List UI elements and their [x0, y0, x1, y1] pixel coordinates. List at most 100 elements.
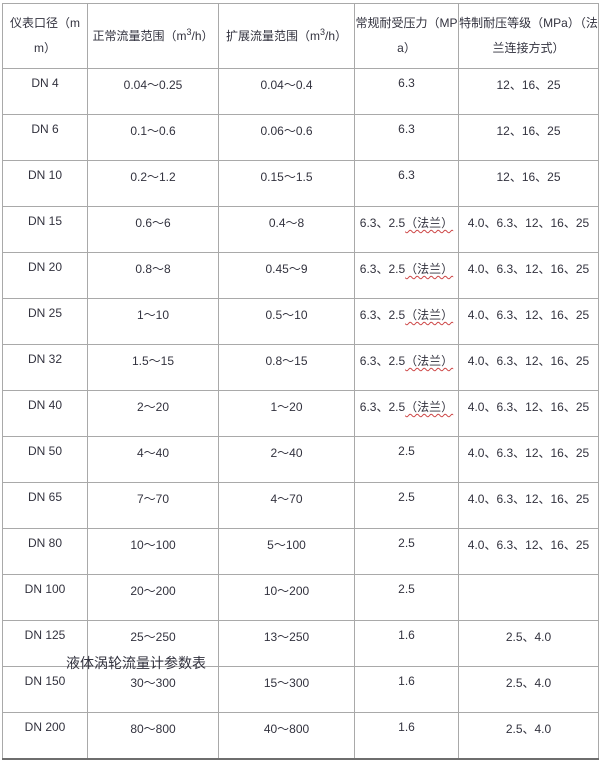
pressure-value: 1.6: [398, 720, 415, 734]
table-row: DN 25 1～10 0.5～10 6.3、2.5（法兰） 4.0、6.3、12…: [2, 298, 599, 345]
pressure-value: 1.6: [398, 674, 415, 688]
cell-normal-flow: 1.5～15: [87, 344, 219, 391]
cell-diameter: DN 20: [2, 252, 88, 299]
cell-special-pressure: 4.0、6.3、12、16、25: [458, 252, 599, 299]
cell-normal-flow: 0.6～6: [87, 206, 219, 253]
table-row: DN 40 2～20 1～20 6.3、2.5（法兰） 4.0、6.3、12、1…: [2, 390, 599, 437]
table-row: DN 200 80～800 40～800 1.6 2.5、4.0: [2, 712, 599, 760]
cell-extended-flow: 0.04～0.4: [218, 68, 355, 115]
pressure-value: 6.3: [398, 76, 415, 90]
table-row: DN 80 10～100 5～100 2.5 4.0、6.3、12、16、25: [2, 528, 599, 575]
header-row: 仪表口径（mm） 正常流量范围（m3/h） 扩展流量范围（m3/h） 常规耐受压…: [2, 3, 599, 69]
cell-diameter: DN 40: [2, 390, 88, 437]
cell-special-pressure: [458, 574, 599, 621]
cell-extended-flow: 0.5～10: [218, 298, 355, 345]
cell-diameter: DN 10: [2, 160, 88, 207]
cell-extended-flow: 2～40: [218, 436, 355, 483]
table-header: 仪表口径（mm） 正常流量范围（m3/h） 扩展流量范围（m3/h） 常规耐受压…: [2, 3, 599, 69]
cell-normal-flow: 4～40: [87, 436, 219, 483]
spec-table: 仪表口径（mm） 正常流量范围（m3/h） 扩展流量范围（m3/h） 常规耐受压…: [2, 3, 599, 760]
cell-special-pressure: 4.0、6.3、12、16、25: [458, 436, 599, 483]
pressure-value: 2.5: [398, 444, 415, 458]
column-header-diameter: 仪表口径（mm）: [2, 3, 88, 69]
column-header-pressure: 常规耐受压力（MPa）: [354, 3, 459, 69]
cell-pressure: 6.3、2.5（法兰）: [354, 344, 459, 391]
pressure-value: 6.3、2.5: [359, 400, 406, 414]
cell-diameter: DN 200: [2, 712, 88, 760]
column-header-special-pressure: 特制耐压等级（MPa）（法兰连接方式）: [458, 3, 599, 69]
cell-normal-flow: 30～300: [87, 666, 219, 713]
cell-extended-flow: 0.15～1.5: [218, 160, 355, 207]
pressure-flange-note: （法兰）: [405, 216, 454, 230]
cell-extended-flow: 5～100: [218, 528, 355, 575]
cell-special-pressure: 4.0、6.3、12、16、25: [458, 528, 599, 575]
cell-pressure: 2.5: [354, 528, 459, 575]
cell-diameter: DN 4: [2, 68, 88, 115]
table-row: DN 20 0.8～8 0.45～9 6.3、2.5（法兰） 4.0、6.3、1…: [2, 252, 599, 299]
cell-pressure: 1.6: [354, 620, 459, 667]
table-row: DN 6 0.1～0.6 0.06～0.6 6.3 12、16、25: [2, 114, 599, 161]
cell-special-pressure: 2.5、4.0: [458, 712, 599, 760]
cell-normal-flow: 0.8～8: [87, 252, 219, 299]
cell-pressure: 6.3、2.5（法兰）: [354, 206, 459, 253]
pressure-value: 6.3、2.5: [359, 262, 406, 276]
pressure-value: 1.6: [398, 628, 415, 642]
cell-diameter: DN 125: [2, 620, 88, 667]
table-row: DN 15 0.6～6 0.4～8 6.3、2.5（法兰） 4.0、6.3、12…: [2, 206, 599, 253]
cell-special-pressure: 2.5、4.0: [458, 620, 599, 667]
cell-pressure: 6.3: [354, 160, 459, 207]
header-text: 正常流量范围（m: [92, 28, 187, 43]
cell-pressure: 6.3、2.5（法兰）: [354, 252, 459, 299]
cell-special-pressure: 4.0、6.3、12、16、25: [458, 482, 599, 529]
table-row: DN 150 30～300 15～300 1.6 2.5、4.0: [2, 666, 599, 713]
pressure-value: 2.5: [398, 536, 415, 550]
cell-normal-flow: 80～800: [87, 712, 219, 760]
cell-diameter: DN 25: [2, 298, 88, 345]
cell-diameter: DN 80: [2, 528, 88, 575]
cell-diameter: DN 65: [2, 482, 88, 529]
cell-diameter: DN 100: [2, 574, 88, 621]
pressure-value: 6.3: [398, 122, 415, 136]
header-text: /h）: [191, 28, 214, 43]
cell-pressure: 2.5: [354, 482, 459, 529]
table-row: DN 32 1.5～15 0.8～15 6.3、2.5（法兰） 4.0、6.3、…: [2, 344, 599, 391]
cell-extended-flow: 0.06～0.6: [218, 114, 355, 161]
cell-pressure: 6.3: [354, 68, 459, 115]
cell-normal-flow: 1～10: [87, 298, 219, 345]
cell-extended-flow: 15～300: [218, 666, 355, 713]
pressure-value: 2.5: [398, 490, 415, 504]
cell-diameter: DN 32: [2, 344, 88, 391]
pressure-value: 6.3、2.5: [359, 216, 406, 230]
cell-extended-flow: 0.4～8: [218, 206, 355, 253]
cell-normal-flow: 0.1～0.6: [87, 114, 219, 161]
column-header-normal-flow: 正常流量范围（m3/h）: [87, 3, 219, 69]
cell-normal-flow: 7～70: [87, 482, 219, 529]
cell-extended-flow: 40～800: [218, 712, 355, 760]
cell-pressure: 6.3: [354, 114, 459, 161]
column-header-extended-flow: 扩展流量范围（m3/h）: [218, 3, 355, 69]
cell-extended-flow: 4～70: [218, 482, 355, 529]
cell-pressure: 2.5: [354, 574, 459, 621]
cell-normal-flow: 0.2～1.2: [87, 160, 219, 207]
cropped-caption-text: 液体涡轮流量计参数表: [66, 655, 206, 671]
pressure-flange-note: （法兰）: [405, 400, 454, 414]
cell-special-pressure: 12、16、25: [458, 160, 599, 207]
pressure-flange-note: （法兰）: [405, 308, 454, 322]
cell-extended-flow: 0.45～9: [218, 252, 355, 299]
cell-special-pressure: 12、16、25: [458, 68, 599, 115]
pressure-value: 6.3、2.5: [359, 354, 406, 368]
table-row: DN 4 0.04～0.25 0.04～0.4 6.3 12、16、25: [2, 68, 599, 115]
pressure-value: 6.3: [398, 168, 415, 182]
cell-special-pressure: 4.0、6.3、12、16、25: [458, 344, 599, 391]
cell-normal-flow: 10～100: [87, 528, 219, 575]
cell-extended-flow: 13～250: [218, 620, 355, 667]
cell-normal-flow: 20～200: [87, 574, 219, 621]
cell-diameter: DN 15: [2, 206, 88, 253]
table-row: DN 10 0.2～1.2 0.15～1.5 6.3 12、16、25: [2, 160, 599, 207]
table-row: DN 50 4～40 2～40 2.5 4.0、6.3、12、16、25: [2, 436, 599, 483]
table-row: DN 100 20～200 10～200 2.5: [2, 574, 599, 621]
cell-extended-flow: 10～200: [218, 574, 355, 621]
cell-normal-flow: 2～20: [87, 390, 219, 437]
cell-pressure: 1.6: [354, 712, 459, 760]
cell-special-pressure: 4.0、6.3、12、16、25: [458, 298, 599, 345]
